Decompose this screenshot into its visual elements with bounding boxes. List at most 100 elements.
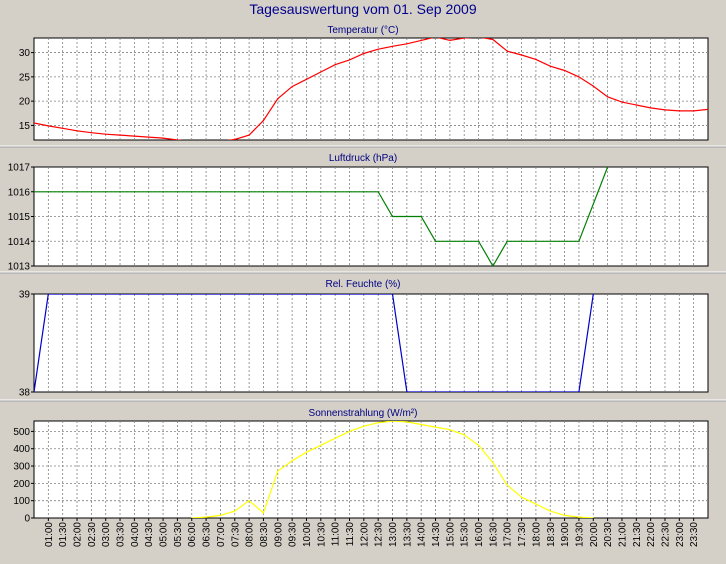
y-tick-label: 38	[19, 388, 31, 399]
x-tick-label: 20:00	[589, 522, 600, 547]
data-point	[305, 451, 308, 453]
x-tick-label: 11:00	[331, 522, 342, 547]
y-tick-label: 30	[19, 48, 31, 59]
data-point	[492, 462, 494, 464]
data-point	[291, 460, 293, 462]
y-tick-label: 15	[19, 121, 31, 132]
y-tick-label: 1017	[8, 163, 31, 174]
y-tick-label: 25	[19, 72, 31, 83]
x-tick-label: 07:30	[230, 522, 241, 547]
data-point	[564, 514, 566, 517]
data-point	[707, 108, 708, 110]
data-point	[420, 215, 422, 218]
data-point	[478, 240, 480, 242]
data-point	[406, 421, 408, 423]
data-point	[592, 294, 594, 295]
data-point	[47, 294, 49, 295]
y-tick-label: 39	[19, 290, 31, 301]
data-point	[506, 240, 508, 242]
y-tick-label: 1014	[8, 237, 31, 248]
data-point	[420, 39, 422, 42]
y-tick-label: 400	[13, 444, 30, 455]
x-tick-label: 16:00	[474, 522, 485, 547]
x-tick-label: 01:00	[44, 522, 55, 547]
data-point	[377, 48, 379, 50]
x-tick-label: 09:30	[288, 522, 299, 547]
x-tick-label: 21:30	[632, 522, 643, 547]
data-point	[334, 437, 336, 439]
data-point	[478, 36, 479, 37]
y-tick-label: 300	[13, 462, 30, 473]
x-tick-label: 16:30	[488, 522, 499, 547]
data-point	[47, 125, 49, 127]
data-point	[34, 191, 35, 193]
data-point	[678, 110, 680, 112]
data-point	[219, 514, 221, 517]
y-tick-label: 100	[13, 496, 30, 507]
x-tick-label: 04:00	[130, 522, 141, 547]
data-point	[391, 294, 394, 295]
data-point	[220, 141, 221, 142]
series-line	[34, 294, 594, 392]
data-point	[348, 430, 351, 432]
data-point	[578, 240, 580, 242]
data-point	[363, 425, 365, 427]
chart-title: Sonnenstrahlung (W/m²)	[309, 408, 418, 419]
y-tick-label: 1013	[8, 262, 31, 273]
data-point	[191, 517, 193, 518]
data-point	[449, 39, 451, 42]
data-point	[363, 52, 365, 55]
data-point	[607, 96, 609, 98]
data-point	[506, 484, 508, 486]
data-point	[506, 50, 508, 52]
data-point	[391, 45, 394, 47]
x-tick-label: 12:00	[359, 522, 370, 547]
data-point	[535, 58, 537, 61]
plot-area	[33, 420, 709, 519]
data-point	[391, 215, 394, 218]
data-point	[664, 109, 666, 111]
data-point	[205, 516, 207, 518]
x-tick-label: 17:30	[517, 522, 528, 547]
data-point	[535, 503, 537, 505]
x-tick-label: 08:30	[259, 522, 270, 547]
x-tick-label: 09:00	[273, 522, 284, 547]
x-tick-label: 15:00	[445, 522, 456, 547]
data-point	[578, 391, 580, 392]
x-tick-label: 03:00	[101, 522, 112, 547]
x-tick-label: 23:30	[689, 522, 700, 547]
data-point	[463, 38, 465, 39]
y-tick-label: 20	[19, 97, 31, 108]
data-point	[119, 134, 121, 136]
data-point	[148, 136, 150, 138]
data-point	[406, 43, 408, 45]
data-point	[206, 141, 207, 142]
data-point	[535, 240, 537, 242]
y-tick-label: 500	[13, 427, 30, 438]
data-point	[377, 422, 379, 424]
data-point	[90, 132, 92, 134]
data-point	[592, 85, 594, 87]
x-tick-label: 11:30	[345, 522, 356, 547]
data-point	[564, 69, 566, 72]
data-point	[592, 517, 594, 518]
x-tick-label: 18:30	[546, 522, 557, 547]
data-point	[34, 391, 35, 392]
plot-area	[33, 37, 709, 141]
data-point	[162, 137, 164, 139]
data-point	[650, 107, 652, 109]
data-point	[248, 134, 250, 136]
data-point	[549, 510, 551, 512]
data-point	[478, 444, 480, 446]
page-title: Tagesauswertung vom 01. Sep 2009	[249, 1, 477, 17]
data-point	[492, 38, 494, 41]
data-point	[234, 138, 236, 140]
data-point	[320, 444, 322, 446]
data-point	[521, 54, 523, 56]
data-point	[305, 78, 308, 80]
x-tick-label: 13:00	[388, 522, 399, 547]
x-tick-label: 22:00	[646, 522, 657, 547]
y-tick-label: 200	[13, 479, 30, 490]
x-tick-label: 19:00	[560, 522, 571, 547]
data-point	[348, 59, 351, 61]
